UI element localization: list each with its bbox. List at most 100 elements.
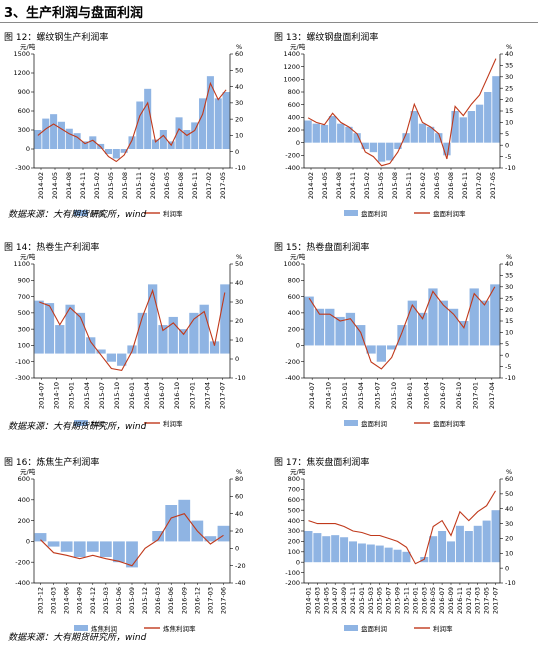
bar xyxy=(345,126,353,143)
right-tick-label: 10 xyxy=(505,549,513,557)
right-tick-label: -20 xyxy=(235,562,246,570)
right-tick-label: 50 xyxy=(235,66,243,74)
right-tick-label: 20 xyxy=(235,115,243,123)
x-tick-label: 2015-11 xyxy=(405,172,413,199)
chart-panel-15: 图 15：热卷盘面利润率 元/吨% 1000 800 600 400 200 0 -200 -4… xyxy=(274,240,534,430)
right-tick-label: 15 xyxy=(505,317,513,325)
bar xyxy=(165,505,178,542)
x-tick-label: 2014-02 xyxy=(307,172,315,199)
left-tick-label: 1500 xyxy=(13,50,30,58)
bar xyxy=(34,533,47,542)
bar xyxy=(429,536,438,563)
x-tick-label: 2014-07 xyxy=(331,587,339,614)
left-axis-unit: 元/吨 xyxy=(290,467,306,476)
left-tick-label: 200 xyxy=(288,538,300,546)
bar xyxy=(204,536,217,542)
bar xyxy=(366,345,376,354)
x-tick-label: 2015-07 xyxy=(374,382,382,409)
bar xyxy=(469,288,479,346)
x-tick-label: 2017-01 xyxy=(472,382,480,409)
bar xyxy=(214,98,222,149)
bar xyxy=(96,349,106,354)
bar xyxy=(178,329,189,354)
x-tick-label: 2014-11 xyxy=(349,172,357,199)
bar xyxy=(128,136,136,149)
right-tick-label: 20 xyxy=(235,527,243,535)
x-tick-label: 2016-01 xyxy=(406,382,414,409)
right-tick-label: 0 xyxy=(235,355,239,363)
x-tick-label: 2015-02 xyxy=(363,172,371,199)
bar xyxy=(81,141,89,149)
left-tick-label: 0 xyxy=(296,139,300,147)
chart-svg: 元/吨 %1400120010008006004002000-200-400403… xyxy=(283,42,516,218)
bar xyxy=(304,296,314,346)
x-tick-label: 2015-08 xyxy=(391,172,399,199)
left-tick-label: 800 xyxy=(288,276,300,284)
x-tick-label: 2014-11 xyxy=(79,172,87,199)
bar xyxy=(206,76,214,149)
left-tick-label: 0 xyxy=(296,342,300,350)
bar xyxy=(50,114,58,149)
bar xyxy=(304,531,313,563)
x-tick-label: 2014-08 xyxy=(335,172,343,199)
left-tick-label: 200 xyxy=(18,517,30,525)
left-axis-unit: 元/吨 xyxy=(20,467,36,476)
x-tick-label: 2017-05 xyxy=(483,587,491,614)
left-tick-label: 1100 xyxy=(13,260,30,268)
legend-line-label: 盘面利润率 xyxy=(433,209,466,218)
bar xyxy=(369,142,378,153)
bar xyxy=(491,510,500,563)
right-tick-label: 20 xyxy=(505,535,513,543)
bar xyxy=(106,353,117,362)
right-tick-label: 35 xyxy=(505,62,513,70)
series-line xyxy=(308,490,496,565)
right-tick-label: 20 xyxy=(235,317,243,325)
left-tick-label: 800 xyxy=(288,88,300,96)
bar xyxy=(47,541,60,547)
chart-title: 图 13：螺纹钢盘面利润率 xyxy=(274,33,379,43)
x-tick-label: 2016-07 xyxy=(438,587,446,614)
x-tick-label: 2014-06 xyxy=(63,587,71,614)
x-tick-label: 2016-05 xyxy=(429,587,437,614)
bar xyxy=(304,120,312,143)
bar xyxy=(191,122,199,149)
x-tick-label: 2017-04 xyxy=(488,382,496,409)
bar xyxy=(394,142,402,149)
x-tick-label: 2017-04 xyxy=(203,382,211,409)
right-axis-unit: % xyxy=(236,468,242,476)
chart-title: 图 17：焦炭盘面利润率 xyxy=(274,458,370,468)
x-tick-label: 2015-01 xyxy=(341,382,349,409)
section-divider xyxy=(0,22,538,23)
bar xyxy=(438,300,448,346)
bar xyxy=(484,92,492,143)
left-tick-label: 0 xyxy=(26,145,30,153)
right-tick-label: -10 xyxy=(235,374,246,382)
right-tick-label: 60 xyxy=(235,493,243,501)
bar xyxy=(345,312,356,346)
chart-panel-14: 图 14：热卷生产利润率 元/吨% 1100 900 700 500 300 100 -100… xyxy=(4,240,264,430)
x-tick-label: 2016-03 xyxy=(420,587,428,614)
x-tick-label: 2014-10 xyxy=(325,382,333,409)
x-tick-label: 2015-05 xyxy=(376,587,384,614)
right-tick-label: -10 xyxy=(505,164,516,172)
x-tick-label: 2017-06 xyxy=(219,587,227,614)
right-tick-label: 0 xyxy=(505,141,509,149)
right-tick-label: -40 xyxy=(235,579,246,587)
bar xyxy=(65,128,73,149)
x-tick-label: 2016-05 xyxy=(433,172,441,199)
bar xyxy=(42,118,50,149)
x-tick-label: 2015-04 xyxy=(83,382,91,409)
bar xyxy=(34,130,42,149)
bar xyxy=(314,308,325,346)
left-tick-label: 500 xyxy=(18,309,30,317)
x-tick-label: 2014-09 xyxy=(340,587,348,614)
bar xyxy=(199,98,207,149)
right-tick-label: 10 xyxy=(235,132,243,140)
bar xyxy=(377,142,386,162)
bar xyxy=(217,525,230,542)
series-line xyxy=(40,513,224,567)
left-tick-label: 100 xyxy=(288,548,300,556)
right-tick-label: -5 xyxy=(505,153,511,161)
bar xyxy=(407,300,417,346)
chart-panel-13: 图 13：螺纹钢盘面利润率 元/吨% 1400 1200 1000 800 600 400 2… xyxy=(274,30,534,220)
